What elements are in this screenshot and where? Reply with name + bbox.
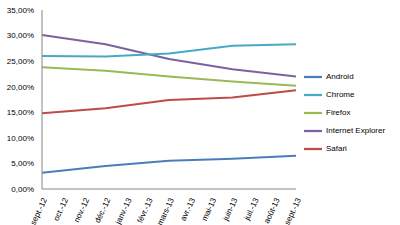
html-text:Internet Explorer: Internet Explorer bbox=[326, 125, 386, 135]
svg-text:mai-13: mai-13 bbox=[200, 196, 219, 222]
html-text:Android: Android bbox=[326, 71, 354, 81]
svg-text:sept.-13: sept.-13 bbox=[283, 196, 304, 225]
svg-text:sept.-12: sept.-12 bbox=[29, 196, 50, 225]
svg-text:5,00%: 5,00% bbox=[11, 159, 34, 168]
svg-text:oct.-12: oct.-12 bbox=[52, 196, 71, 222]
svg-text:35,00%: 35,00% bbox=[8, 6, 34, 15]
svg-text:juin-13: juin-13 bbox=[221, 196, 240, 223]
svg-text:0,00%: 0,00% bbox=[11, 185, 34, 194]
svg-text:déc.-12: déc.-12 bbox=[93, 196, 113, 224]
svg-text:10,00%: 10,00% bbox=[8, 134, 34, 143]
svg-text:avr.-13: avr.-13 bbox=[179, 196, 198, 222]
svg-text:févr.-13: févr.-13 bbox=[135, 196, 155, 224]
svg-text:juil.-13: juil.-13 bbox=[242, 196, 261, 223]
svg-text:août-13: août-13 bbox=[262, 196, 282, 225]
svg-text:30,00%: 30,00% bbox=[8, 31, 34, 40]
svg-text:nov.-12: nov.-12 bbox=[72, 196, 91, 224]
svg-text:mars-13: mars-13 bbox=[155, 196, 176, 225]
svg-text:20,00%: 20,00% bbox=[8, 83, 34, 92]
svg-text:janv.-13: janv.-13 bbox=[113, 196, 134, 225]
html-text:Firefox: Firefox bbox=[326, 107, 351, 117]
html-text:Safari: Safari bbox=[326, 143, 347, 153]
svg-text:15,00%: 15,00% bbox=[8, 108, 34, 117]
html-text:Chrome: Chrome bbox=[326, 89, 355, 99]
svg-text:25,00%: 25,00% bbox=[8, 57, 34, 66]
